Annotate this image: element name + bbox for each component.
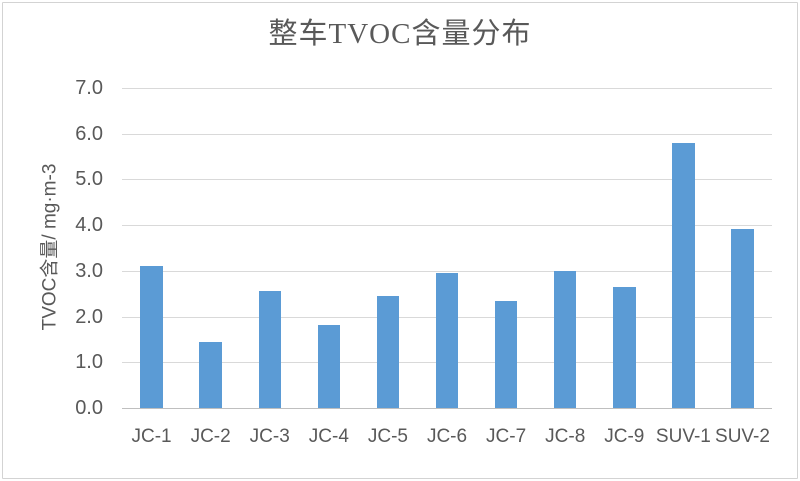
gridline [122, 225, 772, 227]
bar-slot-JC-3 [240, 88, 299, 408]
bar-SUV-2 [731, 228, 754, 408]
x-tick-label: JC-6 [426, 426, 468, 447]
bar-JC-8 [553, 270, 577, 408]
bar-slot-JC-1 [122, 88, 181, 408]
bar-JC-9 [613, 286, 636, 408]
gridline [122, 179, 772, 181]
bar-JC-3 [258, 290, 281, 408]
x-tick-label: SUV-2 [715, 426, 770, 447]
x-tick-label: JC-5 [367, 426, 408, 447]
y-tick-label: 2.0 [75, 305, 103, 328]
plot-area [122, 88, 772, 409]
bar-slot-SUV-1 [654, 88, 713, 408]
chart-title: 整车TVOC含量分布 [268, 18, 532, 50]
bar-slot-JC-9 [595, 88, 654, 408]
bar-slot-JC-5 [358, 88, 417, 408]
bar-slot-SUV-2 [713, 88, 772, 408]
bar-JC-4 [317, 324, 341, 408]
gridline [122, 88, 772, 89]
y-tick-label: 3.0 [75, 259, 103, 282]
y-tick-label: 7.0 [75, 77, 103, 99]
x-tick-label: JC-2 [190, 426, 231, 447]
bar-slot-JC-7 [477, 88, 536, 408]
bar-JC-1 [140, 266, 163, 408]
y-tick-label: 4.0 [75, 214, 103, 237]
bar-JC-6 [435, 273, 459, 408]
x-tick-label: JC-8 [545, 426, 586, 447]
x-tick-label: SUV-1 [655, 426, 711, 447]
bar-slot-JC-8 [536, 88, 595, 408]
x-tick-label: JC-3 [249, 426, 290, 447]
bar-JC-2 [199, 341, 222, 408]
bar-slot-JC-4 [299, 88, 358, 408]
y-tick-label: 0.0 [75, 397, 103, 419]
y-tick-label: 1.0 [75, 351, 103, 374]
y-tick-label: 6.0 [75, 122, 103, 145]
x-tick-label: JC-9 [604, 426, 645, 447]
x-tick-label: JC-7 [486, 426, 527, 447]
bar-JC-7 [494, 300, 518, 408]
gridline [122, 270, 772, 272]
x-axis-tick-labels: JC-1 JC-2 JC-3 JC-4 JC-5 JC-6 JC-7 JC-8 JC-9 SUV-… [122, 424, 772, 450]
x-tick-label: JC-1 [131, 426, 172, 447]
bar-SUV-1 [672, 142, 695, 408]
gridline [122, 133, 772, 135]
bar-slot-JC-2 [181, 88, 240, 408]
y-axis-tick-labels: 0.0 1.0 2.0 3.0 4.0 5.0 6.0 7.0 [30, 0, 103, 481]
bar-JC-5 [376, 296, 400, 408]
bar-slot-JC-6 [417, 88, 476, 408]
x-tick-label: JC-4 [308, 426, 349, 447]
y-tick-label: 5.0 [75, 168, 103, 191]
bars-row [122, 88, 772, 408]
